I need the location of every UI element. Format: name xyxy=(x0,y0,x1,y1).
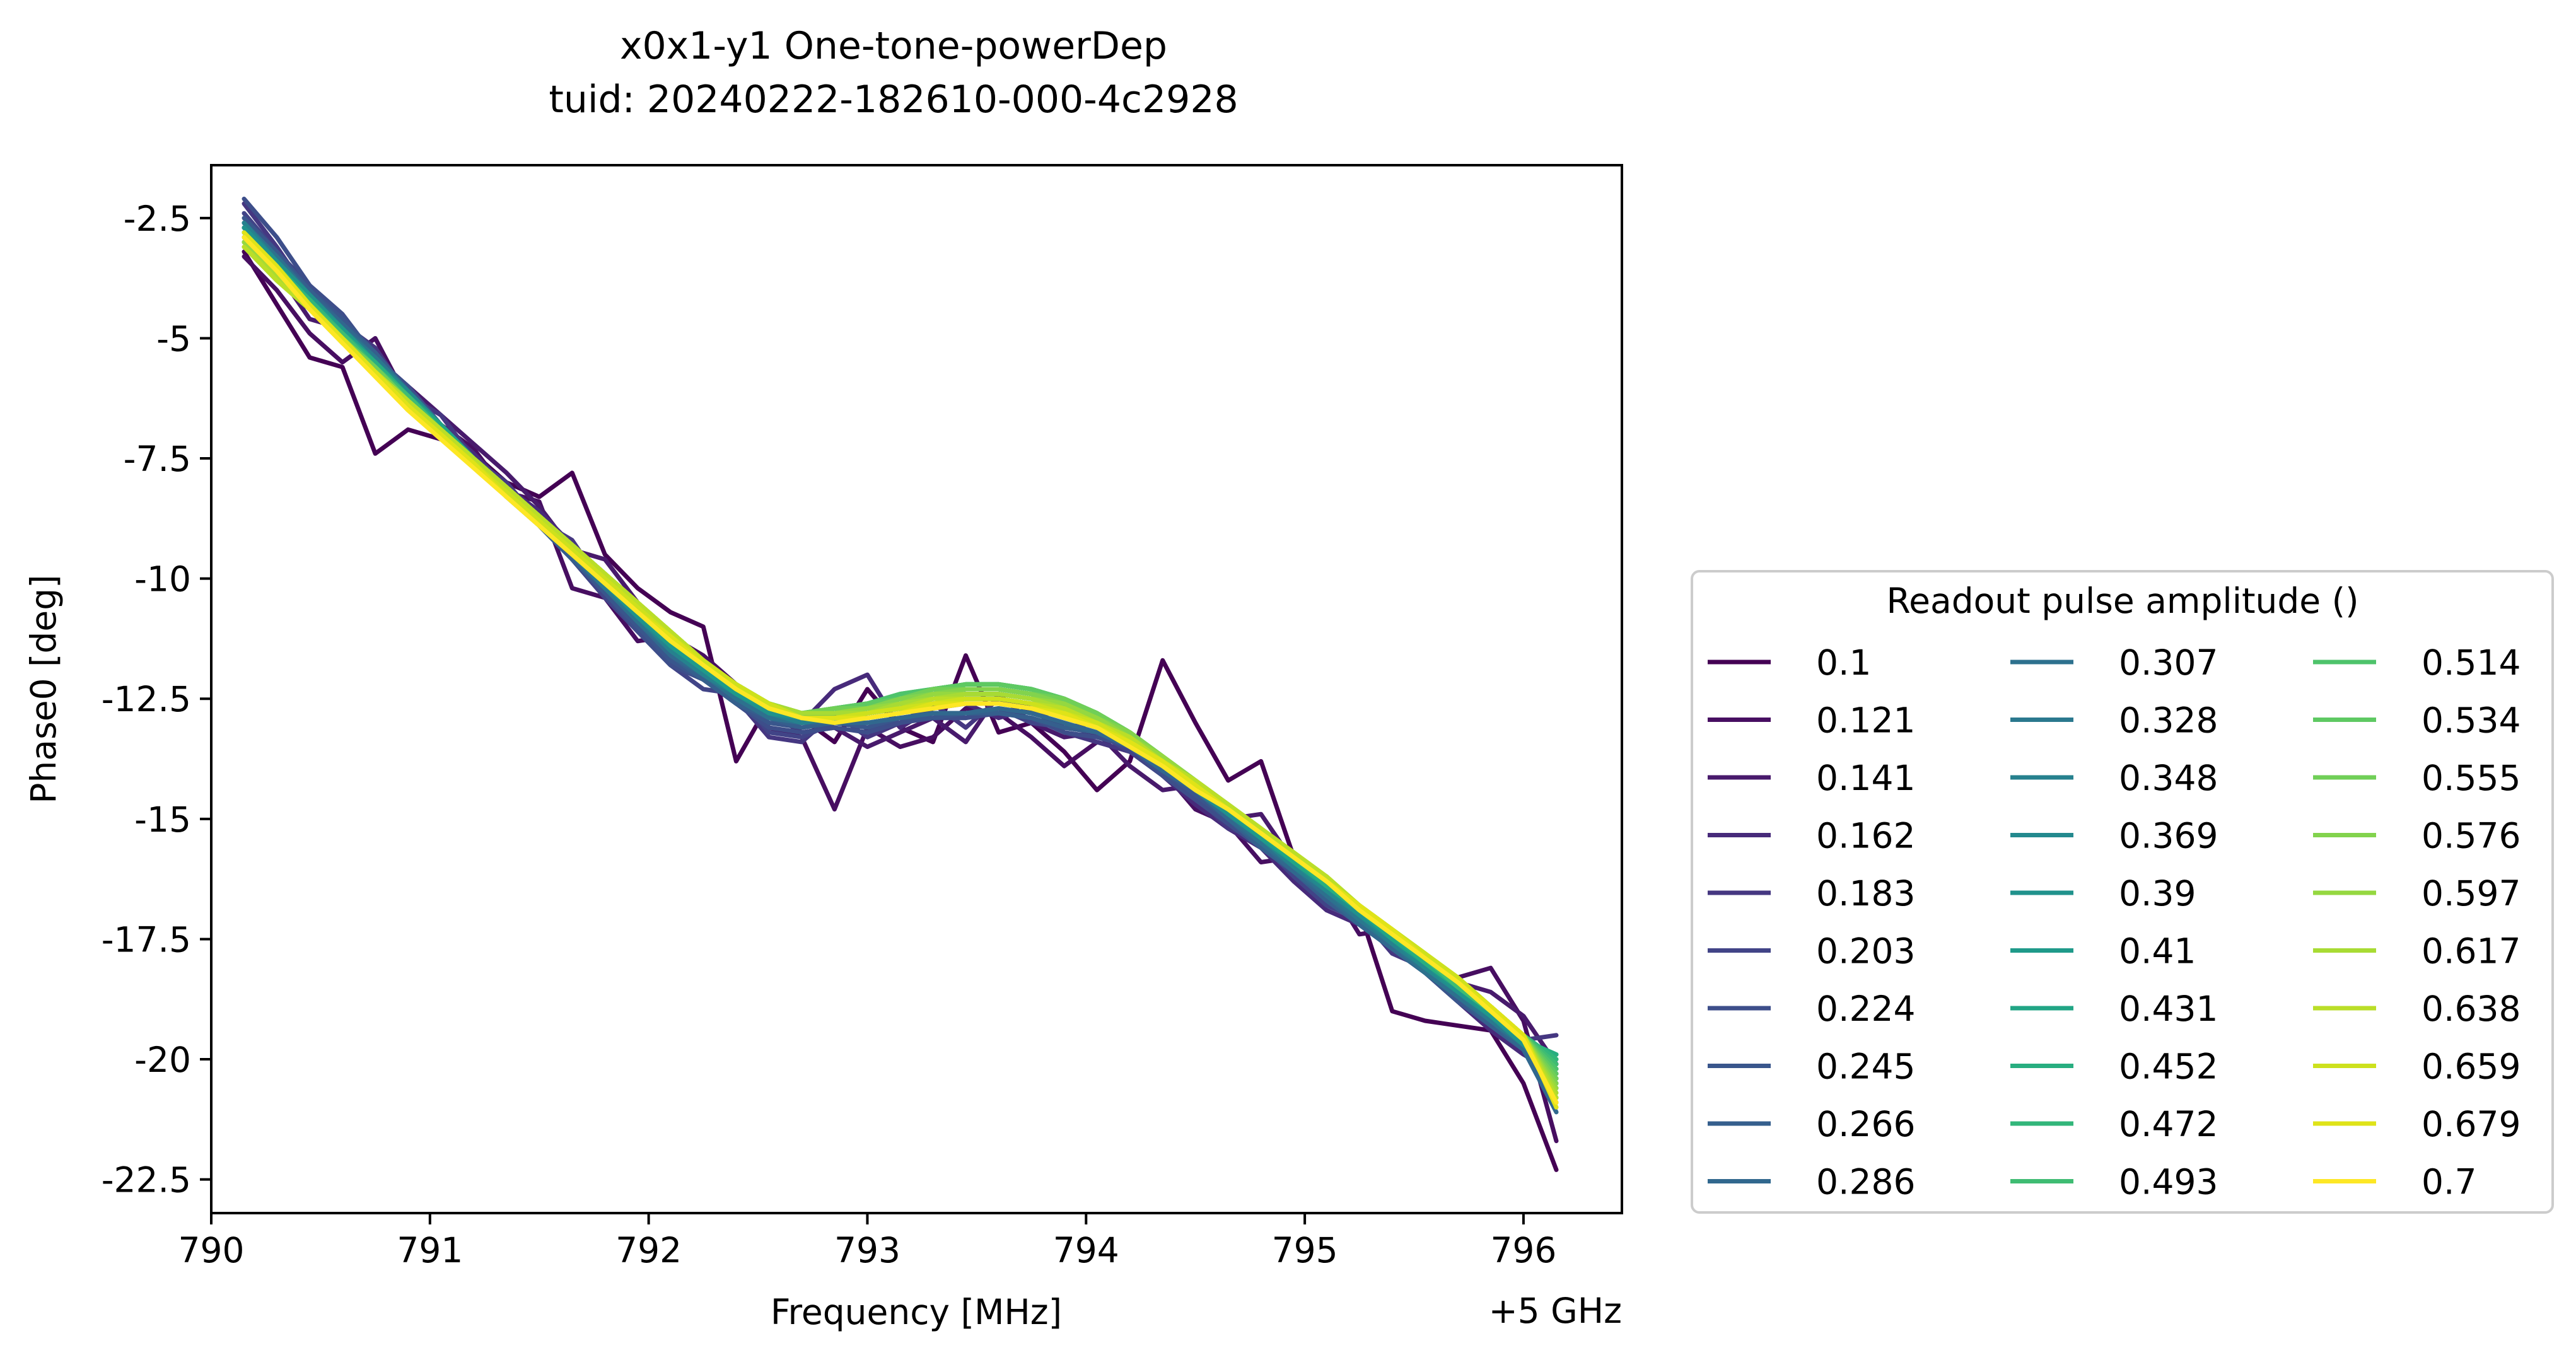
legend-label: 0.431 xyxy=(2119,989,2218,1029)
legend-entry: 0.7 xyxy=(2313,1162,2476,1202)
legend-label: 0.307 xyxy=(2119,642,2218,683)
legend-entry: 0.431 xyxy=(2010,989,2218,1029)
legend-entry: 0.597 xyxy=(2313,873,2521,914)
legend-entry: 0.245 xyxy=(1708,1047,1915,1087)
legend-label: 0.348 xyxy=(2119,758,2218,798)
legend-label: 0.286 xyxy=(1816,1162,1915,1202)
legend-entry: 0.514 xyxy=(2313,642,2521,683)
legend-entry: 0.472 xyxy=(2010,1104,2218,1144)
x-axis-offset: +5 GHz xyxy=(1489,1291,1622,1331)
legend-entry: 0.555 xyxy=(2313,758,2521,798)
legend-entry: 0.203 xyxy=(1708,931,1915,972)
legend-entry: 0.638 xyxy=(2313,989,2521,1029)
legend-label: 0.576 xyxy=(2422,816,2521,856)
y-axis-label: Phase0 [deg] xyxy=(23,574,64,803)
x-tick-label: 794 xyxy=(1053,1230,1119,1270)
y-tick-label: -12.5 xyxy=(102,679,191,719)
legend-entry: 0.659 xyxy=(2313,1047,2521,1087)
legend-label: 0.369 xyxy=(2119,816,2218,856)
x-tick-label: 792 xyxy=(615,1230,682,1270)
legend-title: Readout pulse amplitude () xyxy=(1886,581,2358,621)
legend: Readout pulse amplitude () 0.1 0.121 0.141… xyxy=(1691,570,2554,1214)
legend-entry: 0.348 xyxy=(2010,758,2218,798)
legend-entry: 0.266 xyxy=(1708,1104,1915,1144)
legend-entry: 0.1 xyxy=(1708,642,1871,683)
y-tick-label: -15 xyxy=(134,799,191,840)
legend-entry: 0.328 xyxy=(2010,700,2218,741)
y-tick-label: -10 xyxy=(134,559,191,600)
legend-label: 0.597 xyxy=(2422,873,2521,914)
legend-label: 0.472 xyxy=(2119,1104,2218,1144)
legend-label: 0.141 xyxy=(1816,758,1915,798)
legend-label: 0.1 xyxy=(1816,642,1871,683)
legend-label: 0.162 xyxy=(1816,816,1915,856)
x-tick-label: 796 xyxy=(1490,1230,1556,1270)
legend-label: 0.183 xyxy=(1816,873,1915,914)
legend-entry: 0.286 xyxy=(1708,1162,1915,1202)
legend-entry: 0.183 xyxy=(1708,873,1915,914)
series-line-30 xyxy=(242,235,1559,1105)
legend-label: 0.534 xyxy=(2422,700,2521,741)
legend-entry: 0.41 xyxy=(2010,931,2196,972)
legend-entry: 0.679 xyxy=(2313,1104,2521,1144)
legend-label: 0.514 xyxy=(2422,642,2521,683)
y-tick-label: -5 xyxy=(156,318,191,359)
y-tick-label: -20 xyxy=(134,1040,191,1080)
legend-label: 0.659 xyxy=(2422,1047,2521,1087)
legend-label: 0.121 xyxy=(1816,700,1915,741)
legend-label: 0.452 xyxy=(2119,1047,2218,1087)
legend-label: 0.245 xyxy=(1816,1047,1915,1087)
y-tick-label: -17.5 xyxy=(102,919,191,960)
legend-label: 0.224 xyxy=(1816,989,1915,1029)
legend-label: 0.328 xyxy=(2119,700,2218,741)
x-tick-label: 791 xyxy=(397,1230,463,1270)
x-tick-label: 790 xyxy=(178,1230,245,1270)
axes-layer: 790 791 792 793 794 795 796 -2.5 -5 -7.5 -10 -12.5 -… xyxy=(102,199,1557,1270)
series-layer xyxy=(242,196,1559,1172)
legend-entry: 0.224 xyxy=(1708,989,1915,1029)
y-tick-label: -2.5 xyxy=(124,199,191,239)
legend-entry: 0.493 xyxy=(2010,1162,2218,1202)
legend-entry: 0.534 xyxy=(2313,700,2521,741)
legend-entries: 0.1 0.121 0.141 0.162 0.183 0.203 0.224 0.245 0.… xyxy=(1708,642,2521,1202)
legend-label: 0.617 xyxy=(2422,931,2521,972)
plot-frame xyxy=(210,164,1623,1214)
legend-label: 0.203 xyxy=(1816,931,1915,972)
legend-entry: 0.576 xyxy=(2313,816,2521,856)
legend-entry: 0.307 xyxy=(2010,642,2218,683)
legend-label: 0.266 xyxy=(1816,1104,1915,1144)
chart-title: x0x1-y1 One-tone-powerDep xyxy=(620,24,1167,68)
y-tick-label: -7.5 xyxy=(124,439,191,479)
legend-label: 0.7 xyxy=(2422,1162,2476,1202)
legend-label: 0.679 xyxy=(2422,1104,2521,1144)
legend-entry: 0.162 xyxy=(1708,816,1915,856)
legend-entry: 0.39 xyxy=(2010,873,2196,914)
legend-entry: 0.617 xyxy=(2313,931,2521,972)
legend-entry: 0.452 xyxy=(2010,1047,2218,1087)
legend-entry: 0.141 xyxy=(1708,758,1915,798)
x-axis-label: Frequency [MHz] xyxy=(771,1292,1062,1332)
x-tick-label: 793 xyxy=(834,1230,900,1270)
y-tick-label: -22.5 xyxy=(102,1160,191,1200)
x-tick-label: 795 xyxy=(1272,1230,1338,1270)
legend-label: 0.41 xyxy=(2119,931,2196,972)
legend-frame xyxy=(1691,570,2554,1214)
legend-label: 0.493 xyxy=(2119,1162,2218,1202)
legend-entry: 0.121 xyxy=(1708,700,1915,741)
legend-label: 0.555 xyxy=(2422,758,2521,798)
legend-label: 0.638 xyxy=(2422,989,2521,1029)
legend-entry: 0.369 xyxy=(2010,816,2218,856)
chart-subtitle: tuid: 20240222-182610-000-4c2928 xyxy=(549,78,1238,122)
legend-label: 0.39 xyxy=(2119,873,2196,914)
